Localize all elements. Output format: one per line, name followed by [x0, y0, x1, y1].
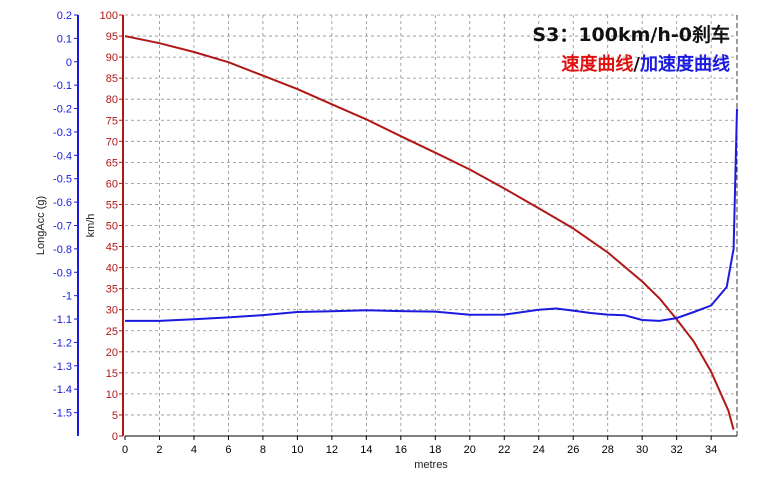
- speed-tick-label: 20: [106, 347, 118, 359]
- x-tick-label: 32: [671, 444, 683, 456]
- acc-tick-label: -0.2: [53, 104, 72, 116]
- speed-tick-label: 50: [106, 221, 118, 233]
- x-tick-label: 2: [156, 444, 162, 456]
- x-tick-label: 28: [602, 444, 614, 456]
- speed-tick-label: 100: [100, 10, 118, 22]
- acc-tick-label: -0.3: [53, 127, 72, 139]
- axes: 0 2 4 6 8 10 12 14 16 18 20 22 24 26 28 30 32 34051015202…: [53, 10, 737, 456]
- series: [124, 35, 738, 430]
- subtitle-speed-label: 速度曲线: [561, 53, 633, 75]
- speed-tick-label: 95: [106, 31, 118, 43]
- speed-tick-label: 65: [106, 157, 118, 169]
- x-tick-label: 30: [636, 444, 648, 456]
- acc-tick-label: -1: [62, 291, 72, 303]
- acc-tick-label: 0.2: [57, 10, 72, 22]
- x-tick-label: 8: [260, 444, 266, 456]
- x-tick-label: 16: [395, 444, 407, 456]
- y-axis-title-speed: km/h: [85, 214, 97, 238]
- speed-tick-label: 0: [112, 431, 118, 443]
- acc-tick-label: -0.7: [53, 221, 72, 233]
- acc-tick-label: -1.2: [53, 337, 72, 349]
- x-tick-label: 10: [291, 444, 303, 456]
- x-axis-title: metres: [414, 459, 448, 471]
- acc-tick-label: -1.5: [53, 408, 72, 420]
- speed-tick-label: 25: [106, 326, 118, 338]
- x-tick-label: 24: [533, 444, 545, 456]
- x-tick-label: 34: [705, 444, 717, 456]
- grid: [125, 14, 738, 436]
- x-tick-label: 26: [567, 444, 579, 456]
- speed-tick-label: 60: [106, 178, 118, 190]
- subtitle-separator: /: [633, 54, 640, 75]
- x-tick-label: 0: [122, 444, 128, 456]
- acc-tick-label: 0: [66, 57, 72, 69]
- speed-tick-label: 30: [106, 305, 118, 317]
- acc-tick-label: -0.8: [53, 244, 72, 256]
- speed-series-line: [124, 35, 735, 430]
- speed-tick-label: 80: [106, 94, 118, 106]
- speed-tick-label: 5: [112, 410, 118, 422]
- speed-tick-label: 40: [106, 263, 118, 275]
- acc-tick-label: 0.1: [57, 33, 72, 45]
- acc-tick-label: -0.5: [53, 174, 72, 186]
- x-tick-label: 22: [498, 444, 510, 456]
- labels: LongAcc (g) km/h metres S3：100km/h-0刹车 速…: [35, 23, 730, 471]
- acc-tick-label: -0.1: [53, 80, 72, 92]
- acc-tick-label: -0.6: [53, 197, 72, 209]
- acc-series-line: [125, 108, 738, 322]
- acc-tick-label: -1.4: [53, 384, 72, 396]
- speed-tick-label: 35: [106, 284, 118, 296]
- speed-tick-label: 55: [106, 199, 118, 211]
- x-tick-label: 4: [191, 444, 197, 456]
- chart-title: S3：100km/h-0刹车: [532, 23, 730, 46]
- speed-tick-label: 10: [106, 389, 118, 401]
- speed-tick-label: 45: [106, 242, 118, 254]
- x-tick-label: 18: [429, 444, 441, 456]
- x-tick-label: 20: [464, 444, 476, 456]
- speed-tick-label: 85: [106, 73, 118, 85]
- speed-tick-label: 75: [106, 115, 118, 127]
- y-axis-title-acc: LongAcc (g): [35, 196, 47, 255]
- chart-subtitle: 速度曲线/加速度曲线: [561, 53, 730, 75]
- acc-tick-label: -1.1: [53, 314, 72, 326]
- x-tick-label: 14: [360, 444, 372, 456]
- acc-tick-label: -0.4: [53, 150, 72, 162]
- acc-tick-label: -0.9: [53, 267, 72, 279]
- speed-tick-label: 90: [106, 52, 118, 64]
- subtitle-acc-label: 加速度曲线: [639, 53, 730, 75]
- x-tick-label: 6: [225, 444, 231, 456]
- speed-tick-label: 15: [106, 368, 118, 380]
- x-tick-label: 12: [326, 444, 338, 456]
- acc-tick-label: -1.3: [53, 361, 72, 373]
- speed-tick-label: 70: [106, 136, 118, 148]
